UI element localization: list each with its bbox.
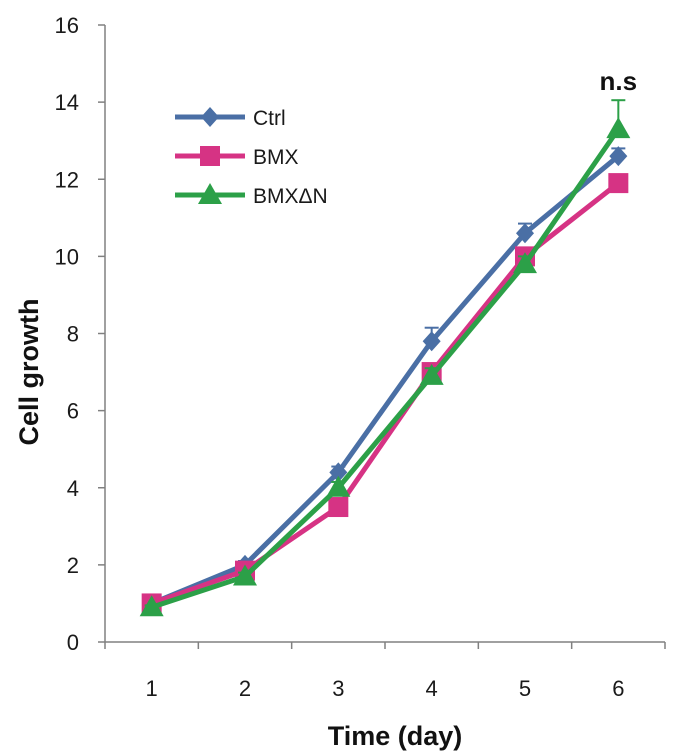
y-tick-label: 8 bbox=[67, 322, 79, 347]
series-2 bbox=[139, 99, 631, 617]
x-tick-label: 3 bbox=[332, 676, 344, 701]
data-point bbox=[422, 331, 441, 352]
x-axis-title: Time (day) bbox=[328, 721, 463, 751]
series-1 bbox=[141, 173, 629, 614]
y-tick-label: 0 bbox=[67, 630, 79, 655]
x-tick-label: 6 bbox=[612, 676, 624, 701]
legend: Ctrl BMX BMXΔN bbox=[175, 107, 328, 208]
data-point bbox=[608, 173, 629, 194]
data-point bbox=[606, 117, 631, 139]
data-point bbox=[513, 252, 537, 274]
y-tick-label: 12 bbox=[55, 167, 79, 192]
x-tick-label: 5 bbox=[519, 676, 531, 701]
legend-label: BMX bbox=[253, 146, 299, 169]
y-tick-label: 4 bbox=[67, 476, 79, 501]
annotation-label: n.s bbox=[600, 66, 638, 96]
y-tick-label: 16 bbox=[55, 13, 79, 38]
legend-entry: BMX bbox=[175, 146, 299, 169]
series-line bbox=[150, 127, 621, 610]
x-tick-label: 1 bbox=[146, 676, 158, 701]
data-point bbox=[328, 497, 349, 518]
legend-entry: BMXΔN bbox=[175, 183, 328, 208]
legend-label: Ctrl bbox=[253, 107, 286, 130]
y-tick-label: 10 bbox=[55, 244, 79, 269]
data-point bbox=[419, 363, 444, 385]
y-tick-label: 2 bbox=[67, 553, 79, 578]
x-axis-ticks: 1 2 3 4 5 6 bbox=[104, 642, 666, 701]
y-tick-label: 6 bbox=[67, 399, 79, 424]
series-line bbox=[150, 181, 620, 606]
data-point bbox=[139, 595, 164, 617]
legend-marker bbox=[201, 107, 219, 127]
data-point bbox=[329, 462, 348, 483]
x-tick-label: 4 bbox=[426, 676, 438, 701]
annotations: n.s bbox=[600, 66, 638, 96]
legend-entry: Ctrl bbox=[175, 107, 286, 130]
y-axis-ticks: 0 2 4 6 8 10 12 14 16 bbox=[55, 13, 105, 655]
legend-marker bbox=[198, 183, 222, 204]
series-layer bbox=[139, 99, 631, 617]
y-axis-title: Cell growth bbox=[14, 299, 44, 446]
series-0 bbox=[142, 146, 628, 614]
data-point bbox=[326, 475, 351, 497]
data-point bbox=[233, 564, 257, 586]
legend-marker bbox=[200, 146, 220, 166]
series-line bbox=[150, 154, 620, 606]
x-tick-label: 2 bbox=[239, 676, 251, 701]
data-point bbox=[609, 146, 628, 167]
y-tick-label: 14 bbox=[55, 90, 79, 115]
data-point bbox=[516, 223, 534, 244]
legend-label: BMXΔN bbox=[253, 185, 328, 208]
